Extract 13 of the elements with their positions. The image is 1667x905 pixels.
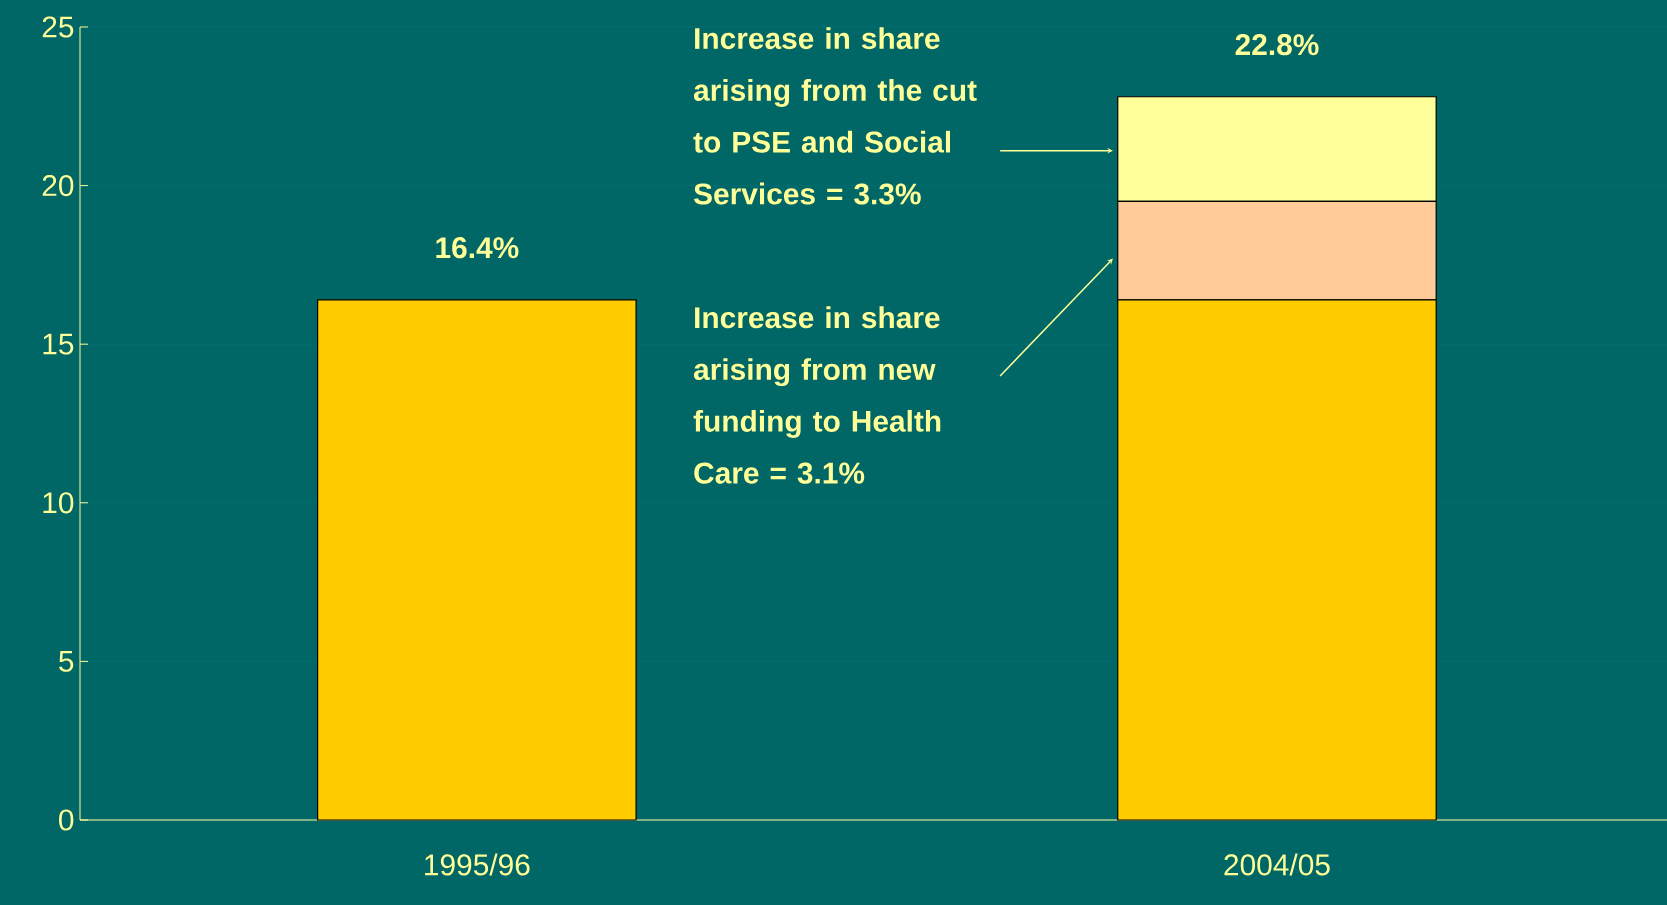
x-tick-label: 1995/96 — [425, 853, 530, 876]
y-tick-label: 0 — [59, 809, 74, 831]
y-tick-label: 10 — [43, 492, 74, 514]
annotation: Increase in share arising from the cut to PSE and Social Services = 3.3% — [693, 27, 977, 205]
y-tick-label: 15 — [43, 333, 74, 355]
annotation: Increase in share arising from new funding to Health Care = 3.1% — [693, 306, 941, 484]
total-label: 16.4% — [436, 237, 519, 259]
total-label: 22.8% — [1235, 34, 1319, 56]
y-tick-label: 20 — [42, 175, 74, 197]
bar — [317, 299, 637, 821]
y-tick-label: 5 — [59, 650, 74, 672]
y-tick-label: 25 — [42, 16, 74, 38]
x-tick-label: 2004/05 — [1224, 853, 1330, 876]
